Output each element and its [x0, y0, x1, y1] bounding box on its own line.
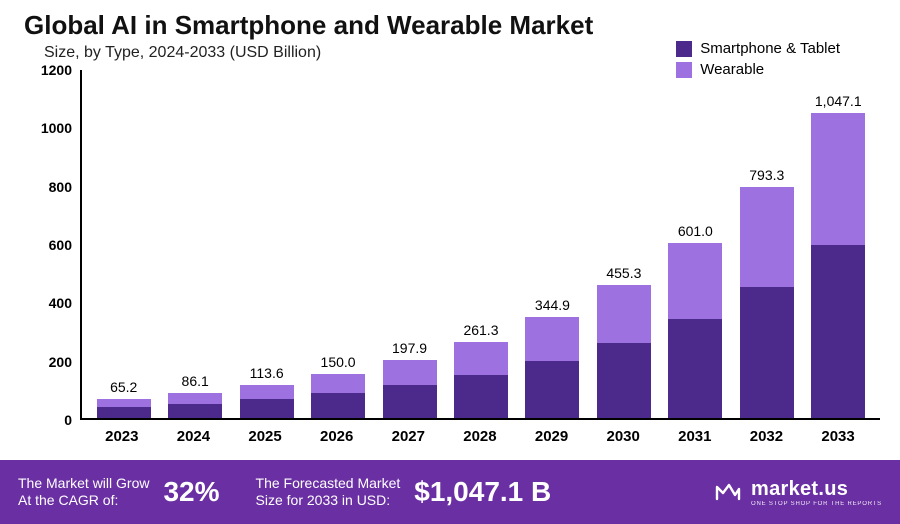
bar-segment-wearable	[311, 374, 365, 393]
bar-segment-wearable	[811, 113, 865, 245]
plot-area: 65.2 86.1 113.6 150.0 197.9 261.3 344.9 455.3 60…	[80, 70, 880, 420]
y-tick-label: 0	[64, 412, 72, 428]
bars-container: 65.2 86.1 113.6 150.0 197.9 261.3 344.9 455.3 60…	[82, 70, 880, 418]
bar-segment-smartphone-tablet	[311, 393, 365, 418]
chart-title: Global AI in Smartphone and Wearable Mar…	[24, 10, 593, 41]
bar-group: 86.1	[168, 393, 222, 418]
x-tick-label: 2023	[95, 422, 149, 445]
bar-group: 601.0	[668, 243, 722, 418]
bar-total-label: 113.6	[240, 365, 294, 381]
x-tick-label: 2031	[668, 422, 722, 445]
brand-logo: market.us ONE STOP SHOP FOR THE REPORTS	[713, 477, 900, 507]
bar-group: 1,047.1	[811, 113, 865, 418]
y-tick-label: 600	[49, 237, 72, 253]
x-tick-label: 2027	[381, 422, 435, 445]
bar-segment-smartphone-tablet	[597, 343, 651, 418]
brand-name: market.us	[751, 478, 882, 501]
footer-cagr-label: The Market will GrowAt the CAGR of:	[18, 475, 149, 510]
bar-segment-wearable	[240, 385, 294, 399]
brand-mark-icon	[713, 477, 743, 507]
x-tick-label: 2024	[166, 422, 220, 445]
y-tick-label: 400	[49, 295, 72, 311]
y-tick-label: 1000	[41, 120, 72, 136]
bar-total-label: 601.0	[668, 223, 722, 239]
brand-tagline: ONE STOP SHOP FOR THE REPORTS	[751, 501, 882, 507]
y-tick-label: 800	[49, 179, 72, 195]
legend-swatch-icon	[676, 41, 692, 57]
bar-segment-wearable	[454, 342, 508, 375]
bar-group: 455.3	[597, 285, 651, 418]
bar-group: 150.0	[311, 374, 365, 418]
bar-segment-smartphone-tablet	[383, 385, 437, 418]
bar-total-label: 261.3	[454, 322, 508, 338]
bar-group: 197.9	[383, 360, 437, 418]
bar-segment-wearable	[97, 399, 151, 407]
brand-text: market.us ONE STOP SHOP FOR THE REPORTS	[751, 478, 882, 507]
bar-group: 261.3	[454, 342, 508, 418]
bar-segment-smartphone-tablet	[454, 375, 508, 418]
page: Global AI in Smartphone and Wearable Mar…	[0, 0, 900, 524]
y-tick-label: 200	[49, 354, 72, 370]
bar-total-label: 86.1	[168, 373, 222, 389]
footer-forecast-value: $1,047.1 B	[414, 476, 551, 508]
x-tick-label: 2029	[525, 422, 579, 445]
bar-group: 344.9	[525, 317, 579, 418]
bar-group: 65.2	[97, 399, 151, 418]
bar-segment-wearable	[597, 285, 651, 342]
bar-total-label: 65.2	[97, 379, 151, 395]
bar-total-label: 793.3	[740, 167, 794, 183]
bar-segment-smartphone-tablet	[240, 399, 294, 418]
bar-segment-smartphone-tablet	[97, 407, 151, 418]
bar-total-label: 344.9	[525, 297, 579, 313]
bar-segment-wearable	[740, 187, 794, 287]
bar-segment-smartphone-tablet	[811, 245, 865, 418]
y-tick-label: 1200	[41, 62, 72, 78]
x-tick-label: 2025	[238, 422, 292, 445]
bar-total-label: 455.3	[597, 265, 651, 281]
bar-segment-wearable	[168, 393, 222, 404]
bar-group: 113.6	[240, 385, 294, 418]
legend-item: Smartphone & Tablet	[676, 40, 840, 57]
legend-label: Smartphone & Tablet	[700, 40, 840, 57]
footer-forecast-block: The Forecasted MarketSize for 2033 in US…	[238, 475, 570, 510]
footer-forecast-label: The Forecasted MarketSize for 2033 in US…	[256, 475, 401, 510]
bar-segment-smartphone-tablet	[740, 287, 794, 418]
footer-cagr-block: The Market will GrowAt the CAGR of: 32%	[0, 475, 238, 510]
footer-banner: The Market will GrowAt the CAGR of: 32% …	[0, 460, 900, 524]
footer-cagr-value: 32%	[163, 476, 219, 508]
bar-total-label: 150.0	[311, 354, 365, 370]
bar-segment-smartphone-tablet	[168, 404, 222, 418]
x-axis-labels: 2023 2024 2025 2026 2027 2028 2029 2030 2031 2032…	[80, 422, 880, 445]
bar-segment-smartphone-tablet	[668, 319, 722, 418]
x-tick-label: 2032	[739, 422, 793, 445]
chart-subtitle: Size, by Type, 2024-2033 (USD Billion)	[44, 44, 321, 62]
bar-total-label: 1,047.1	[811, 93, 865, 109]
x-tick-label: 2030	[596, 422, 650, 445]
bar-group: 793.3	[740, 187, 794, 418]
bar-total-label: 197.9	[383, 340, 437, 356]
y-axis-labels: 020040060080010001200	[20, 70, 76, 420]
bar-segment-wearable	[383, 360, 437, 385]
x-tick-label: 2033	[811, 422, 865, 445]
chart-area: 020040060080010001200 65.286.1113.6150.0…	[20, 70, 880, 460]
bar-segment-wearable	[668, 243, 722, 319]
bar-segment-wearable	[525, 317, 579, 360]
x-tick-label: 2026	[310, 422, 364, 445]
x-tick-label: 2028	[453, 422, 507, 445]
bar-segment-smartphone-tablet	[525, 361, 579, 418]
